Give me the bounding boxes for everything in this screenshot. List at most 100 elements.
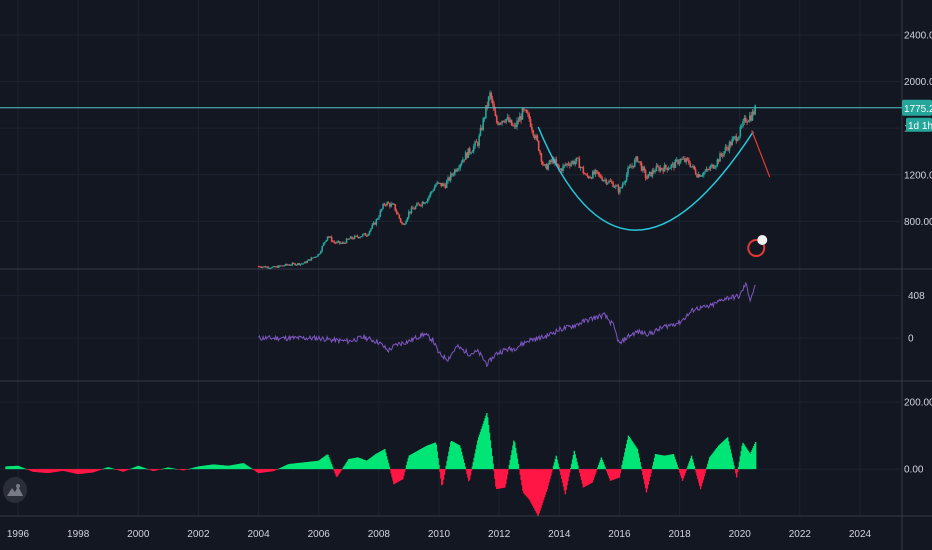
histogram-bar [625,443,628,470]
histogram-bar [109,467,112,470]
histogram-bar [35,469,38,473]
candle-body [608,180,610,183]
histogram-bar [283,466,285,470]
histogram-bar [569,469,571,473]
candle-body [303,261,306,264]
histogram-bar [731,457,733,470]
histogram-bar [242,463,244,470]
histogram-bar [318,460,320,470]
candle-body [264,266,267,268]
candle-body [646,178,648,180]
candle-body [543,164,545,166]
histogram-bar [589,469,592,484]
histogram-bar [531,469,533,505]
histogram-bar [753,445,755,470]
tradingview-logo-button[interactable] [3,477,27,503]
candle-body [364,233,367,236]
candle-body [494,110,497,117]
histogram-bar [27,469,30,470]
histogram-bar [684,469,686,474]
histogram-bar [43,469,45,473]
candle-body [651,170,654,177]
candle-body [328,236,330,238]
histogram-bar [176,469,179,470]
histogram-bar [316,460,318,470]
histogram-bar [295,463,298,470]
histogram-bar [302,462,304,470]
histogram-bar [187,469,189,470]
histogram-bar [213,464,216,470]
candle-body [298,263,300,265]
candle-body [325,240,328,242]
histogram-bar [634,444,636,470]
histogram-bar [146,468,148,470]
candle-body [720,153,723,156]
histogram-bar [676,464,678,470]
histogram-bar [667,455,669,470]
candle-body [506,117,509,119]
candle-body [344,242,346,244]
histogram-bar [714,450,716,470]
histogram-bar [595,469,597,473]
histogram-bar [297,463,299,470]
histogram-bar [540,469,542,508]
histogram-bar [182,469,184,471]
histogram-bar [519,469,521,475]
candle-body [738,136,740,140]
histogram-bar [21,467,23,470]
histogram-bar [6,466,8,470]
histogram-bar [155,469,157,471]
histogram-bar [517,463,520,470]
histogram-bar [271,469,273,472]
histogram-bar [516,458,519,470]
histogram-bar [722,441,724,470]
candle-body [313,256,315,258]
histogram-bar [172,468,174,470]
candle-body [351,236,353,239]
histogram-bar [578,469,580,470]
histogram-bar [404,468,407,470]
candle-body [625,174,628,181]
histogram-bar [346,461,348,470]
histogram-bar [269,469,271,472]
candle-body [547,164,549,170]
histogram-bar [195,466,198,470]
histogram-bar [726,438,728,470]
candle-body [380,208,383,211]
histogram-bar [456,443,458,470]
candle-body [663,164,666,172]
candle-body [516,120,518,127]
candle-body [272,266,275,268]
time-tick-label: 2006 [308,529,331,540]
candle-body [399,218,402,222]
price-axis[interactable]: 2400.002000.001600.001200.00800.001775.2… [902,30,932,476]
histogram-bar [66,469,69,472]
histogram-bar [458,444,460,470]
candle-body [612,182,614,188]
histogram-bar [487,424,490,470]
time-axis[interactable]: 1996 1998 2000 2002 2004 2006 2008 2010 2012 2014… [7,529,872,540]
histogram-bar [630,439,632,470]
histogram-bar [211,464,214,470]
histogram-bar [178,469,180,470]
candle-body [616,185,618,187]
histogram-bar [293,463,295,470]
candle-body [525,109,528,113]
candle-body [268,267,271,269]
histogram-bar [260,469,262,473]
histogram-bar [326,454,328,470]
histogram-bar [463,462,465,470]
candle-body [548,160,551,165]
candle-body [259,266,261,268]
histogram-bar [53,469,56,473]
candle-body [464,152,467,160]
histogram-bar [681,469,684,481]
candle-body [318,253,321,255]
histogram-bar [140,466,142,470]
histogram-bar [38,469,41,473]
histogram-bar [711,453,714,470]
candle-body [573,161,575,165]
candle-body [529,119,532,127]
histogram-bar [488,432,491,470]
